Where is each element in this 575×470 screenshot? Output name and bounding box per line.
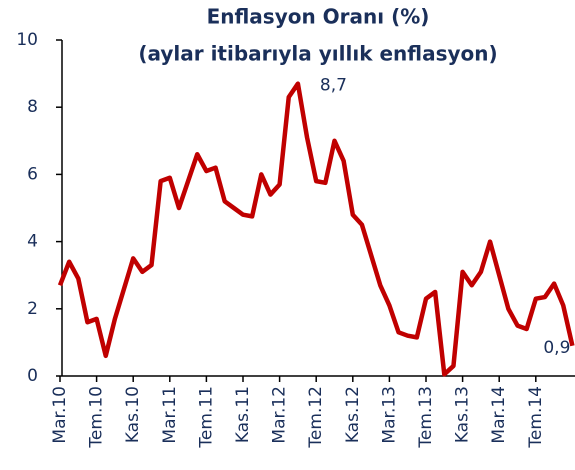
y-tick-label: 6 (27, 164, 38, 184)
y-tick-label: 10 (16, 30, 38, 50)
x-tick-label: Tem.13 (416, 386, 436, 449)
x-tick-label: Mar.14 (489, 386, 509, 444)
chart-subtitle: (aylar itibarıyla yıllık enflasyon) (138, 42, 497, 66)
x-tick-label: Kas.12 (343, 386, 363, 443)
y-tick-label: 0 (27, 366, 38, 386)
y-tick-label: 8 (27, 97, 38, 117)
x-tick-label: Tem.12 (306, 386, 326, 449)
x-tick-label: Tem.14 (526, 386, 546, 449)
x-tick-label: Tem.10 (87, 386, 107, 449)
y-tick-label: 4 (27, 232, 38, 252)
x-tick-label: Mar.11 (160, 386, 180, 444)
x-tick-label: Mar.12 (270, 386, 290, 444)
x-tick-label: Mar.13 (379, 386, 399, 444)
y-tick-label: 2 (27, 299, 38, 319)
chart-title: Enflasyon Oranı (%) (207, 5, 430, 29)
x-tick-label: Kas.13 (453, 386, 473, 443)
data-label: 8,7 (320, 76, 347, 96)
data-line (57, 81, 575, 377)
data-label: 0,9 (543, 338, 570, 358)
x-tick-label: Kas.10 (123, 386, 143, 443)
x-tick-label: Mar.10 (50, 386, 70, 444)
x-tick-label: Tem.11 (196, 386, 216, 449)
x-tick-label: Kas.11 (233, 386, 253, 443)
